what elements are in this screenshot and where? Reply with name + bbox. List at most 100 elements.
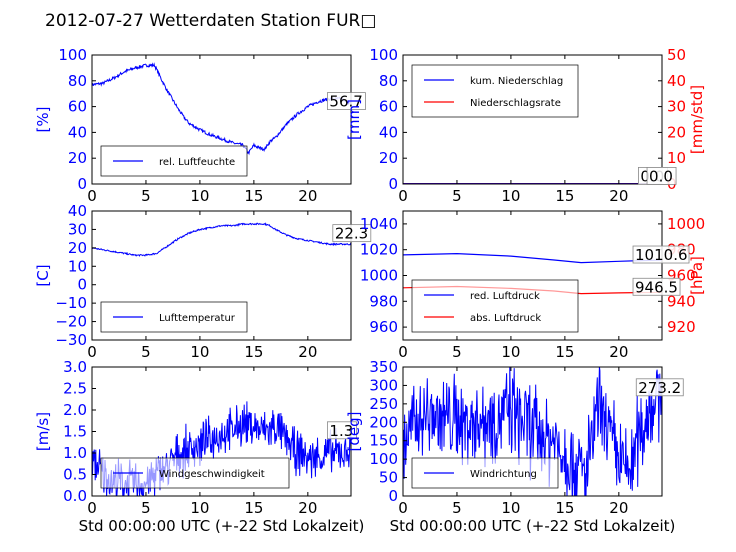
y-tick-label: 1.5 [63, 423, 87, 441]
y-tick-label: −20 [55, 313, 87, 331]
x-tick-label: 20 [298, 343, 317, 361]
y-tick-label: 40 [68, 202, 87, 220]
y-axis-label: [C] [34, 264, 52, 286]
y-tick-label: 20 [68, 239, 87, 257]
y-tick-label: 80 [379, 72, 398, 90]
x-tick-label: 10 [501, 499, 520, 517]
y-right-axis-label: [mm/std] [688, 85, 706, 154]
panel-humidity: 0 5 10 15 20 0 20 40 60 80 100 [%] 56.7 rel. Luftfeuc… [34, 46, 366, 205]
y-tick-label: 3.0 [63, 358, 87, 376]
y-tick-label: 0 [388, 175, 398, 193]
value-annotation: 273.2 [638, 379, 681, 397]
legend-label: red. Luftdruck [470, 291, 540, 302]
y-tick-label: 80 [68, 72, 87, 90]
y-right-tick-label: 30 [667, 98, 686, 116]
x-tick-label: 0 [87, 187, 97, 205]
x-tick-label: 0 [398, 343, 408, 361]
x-tick-label: 0 [87, 499, 97, 517]
value-annotation: 56.7 [329, 93, 362, 111]
y-tick-label: −10 [55, 294, 87, 312]
legend: kum. Niederschlag Niederschlagsrate [411, 64, 579, 118]
x-tick-label: 5 [452, 343, 462, 361]
y-tick-label: 100 [369, 450, 398, 468]
series-line-Windgeschwindigkeit [92, 401, 351, 496]
legend-label: rel. Luftfeuchte [159, 157, 235, 168]
y-tick-label: 1.0 [63, 444, 87, 462]
value-annotation-box [327, 92, 366, 110]
legend: Windrichtung [411, 457, 559, 489]
y-tick-label: 200 [369, 413, 398, 431]
legend-label: Niederschlagsrate [470, 98, 561, 109]
x-tick-label: 15 [244, 187, 263, 205]
y-right-tick-label: 1000 [667, 215, 705, 233]
value-annotation: 22.3 [335, 225, 368, 243]
axes-frame [402, 54, 663, 185]
value-annotation-box [646, 167, 677, 185]
x-tick-label: 15 [555, 499, 574, 517]
y-tick-label: 10 [68, 257, 87, 275]
legend-label: Windgeschwindigkeit [159, 469, 265, 480]
x-tick-label: 0 [87, 343, 97, 361]
x-tick-label: 10 [190, 343, 209, 361]
x-tick-label: 5 [141, 187, 151, 205]
y-tick-label: 20 [68, 149, 87, 167]
y-tick-label: 2.0 [63, 401, 87, 419]
y-tick-label: 50 [379, 469, 398, 487]
legend-label: Lufttemperatur [159, 313, 236, 324]
legend: rel. Luftfeuchte [100, 145, 248, 177]
panel-pressure: 0510152096098010001020104092094096098010… [360, 210, 706, 361]
legend-label: kum. Niederschlag [470, 76, 563, 87]
x-tick-label: 10 [190, 499, 209, 517]
x-tick-label: 20 [609, 187, 628, 205]
x-tick-label: 15 [244, 343, 263, 361]
x-tick-label: 10 [501, 343, 520, 361]
x-tick-label: 10 [190, 187, 209, 205]
x-axis-label: Std 00:00:00 UTC (+-22 Std Lokalzeit) [79, 517, 365, 535]
y-tick-label: 1040 [360, 215, 398, 233]
x-tick-label: 5 [141, 499, 151, 517]
y-tick-label: 0 [77, 276, 87, 294]
axes-frame [402, 366, 663, 497]
y-right-tick-label: 50 [667, 46, 686, 64]
value-annotation: 1.3 [329, 422, 353, 440]
x-tick-label: 5 [452, 187, 462, 205]
y-tick-label: 0.5 [63, 466, 87, 484]
y-tick-label: 300 [369, 376, 398, 394]
y-axis-label: [%] [34, 107, 52, 133]
y-right-tick-label: 920 [667, 318, 696, 336]
y-tick-label: 60 [68, 98, 87, 116]
x-tick-label: 20 [298, 187, 317, 205]
x-tick-label: 0 [398, 499, 408, 517]
panel-temperature: 0 5 10 15 20−30−20−10010203040[C]22.3Lufttem… [34, 202, 372, 361]
value-annotation-box [632, 277, 681, 296]
y-tick-label: 100 [369, 46, 398, 64]
legend: Windgeschwindigkeit [100, 457, 290, 489]
value-annotation: 0.0 [649, 167, 673, 185]
x-tick-label: 0 [398, 187, 408, 205]
y-right-tick-label: 940 [667, 292, 696, 310]
y-tick-label: −30 [55, 331, 87, 349]
series-line-Lufttemperatur [92, 222, 351, 257]
x-tick-label: 5 [141, 343, 151, 361]
value-annotation-box [632, 245, 690, 264]
x-tick-label: 15 [244, 499, 263, 517]
axes-frame [91, 54, 352, 185]
y-tick-label: 0 [388, 487, 398, 505]
legend-label: abs. Luftdruck [470, 313, 541, 324]
value-annotation-box [332, 224, 372, 243]
y-axis-label: [deg] [345, 412, 363, 452]
y-tick-label: 150 [369, 432, 398, 450]
y-right-tick-label: 20 [667, 123, 686, 141]
legend-box [411, 64, 579, 118]
y-tick-label: 100 [58, 46, 87, 64]
series-line-Windrichtung [403, 367, 662, 496]
legend-box [411, 279, 579, 333]
y-tick-label: 40 [68, 123, 87, 141]
y-tick-label: 0.0 [63, 487, 87, 505]
y-right-tick-label: 10 [667, 149, 686, 167]
series-line-rel. Luftfeuchte [92, 62, 351, 156]
y-tick-label: 250 [369, 395, 398, 413]
y-axis-label: [m/s] [34, 412, 52, 451]
